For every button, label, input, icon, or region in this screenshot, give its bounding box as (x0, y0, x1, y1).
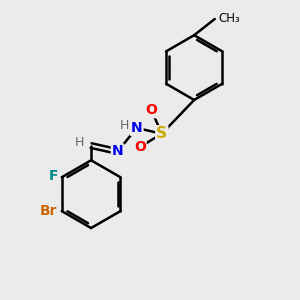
Text: S: S (156, 126, 167, 141)
Text: O: O (146, 103, 158, 117)
Text: H: H (120, 119, 129, 132)
Text: N: N (131, 121, 142, 135)
Text: F: F (49, 169, 58, 183)
Text: CH₃: CH₃ (218, 13, 240, 26)
Text: O: O (134, 140, 146, 154)
Text: H: H (75, 136, 85, 148)
Text: N: N (112, 145, 123, 158)
Text: Br: Br (40, 204, 57, 218)
